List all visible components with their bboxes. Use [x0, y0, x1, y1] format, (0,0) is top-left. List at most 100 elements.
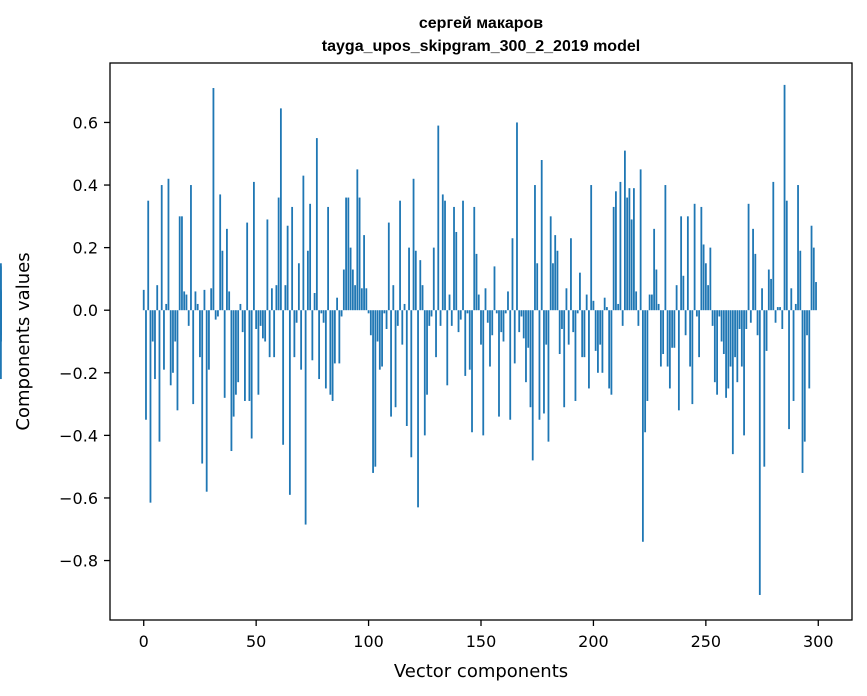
bar-114 — [399, 200, 401, 311]
bar-125 — [423, 310, 426, 436]
bar-86 — [336, 297, 338, 311]
bar-19 — [185, 294, 188, 311]
bar-230 — [659, 310, 662, 367]
bar-92 — [349, 247, 352, 311]
y-tick-label: 0.6 — [73, 113, 98, 132]
bar-173 — [531, 310, 534, 461]
bar-89 — [342, 269, 345, 311]
bar-134 — [444, 200, 446, 311]
bar-274 — [758, 310, 761, 595]
bar-289 — [792, 310, 795, 401]
bar-90 — [345, 197, 347, 311]
x-tick-label: 200 — [578, 632, 609, 651]
bar-192 — [574, 310, 577, 401]
bar-69 — [297, 263, 300, 311]
bar-165 — [513, 310, 516, 364]
bar-115 — [401, 310, 404, 345]
bar-181 — [549, 216, 552, 311]
bar-210 — [615, 191, 617, 311]
bar-231 — [662, 310, 665, 355]
bar-157 — [495, 310, 498, 314]
bar-16 — [178, 216, 181, 311]
bar-207 — [608, 310, 611, 389]
bar-154 — [489, 310, 491, 367]
y-axis-label: Components values — [13, 252, 34, 430]
bar-182 — [552, 263, 554, 311]
bar-77 — [315, 138, 318, 311]
bar-138 — [453, 206, 455, 311]
bar-116 — [403, 303, 406, 311]
bar-29 — [208, 310, 210, 370]
bar-212 — [619, 181, 622, 311]
bar-99 — [365, 288, 368, 311]
x-axis-label: Vector components — [394, 661, 568, 682]
bar-282 — [776, 307, 779, 311]
bar-166 — [516, 122, 518, 311]
bar-246 — [695, 310, 698, 317]
bar-279 — [770, 278, 772, 311]
bar-41 — [235, 310, 237, 395]
bar-10 — [165, 303, 168, 311]
bar-262 — [731, 310, 734, 455]
bar-141 — [459, 310, 462, 320]
bar-195 — [581, 310, 584, 358]
bar-190 — [570, 238, 572, 311]
bar-143 — [464, 310, 467, 376]
bar-175 — [536, 263, 539, 311]
bar-111 — [392, 285, 395, 311]
bar-241 — [684, 310, 687, 336]
bar-153 — [486, 310, 489, 323]
bar-128 — [430, 310, 433, 317]
bar-155 — [491, 310, 494, 336]
bar-104 — [376, 310, 379, 342]
bar-250 — [704, 263, 707, 311]
bar-299 — [815, 282, 817, 311]
bar-120 — [412, 178, 415, 311]
bar-257 — [720, 310, 723, 342]
bar-149 — [477, 294, 480, 311]
bar-285 — [783, 84, 786, 311]
bar-66 — [291, 206, 294, 311]
bar-65 — [288, 310, 291, 495]
bar-23 — [194, 291, 197, 311]
y-tick-label: −0.6 — [59, 489, 98, 508]
bar-42 — [237, 310, 240, 383]
bar-234 — [668, 310, 671, 389]
bar-122 — [417, 310, 419, 508]
bar-76 — [313, 293, 316, 311]
bar-203 — [599, 310, 602, 345]
bar-183 — [554, 235, 557, 311]
bar-256 — [718, 310, 721, 317]
bar-12 — [169, 310, 172, 386]
bar-198 — [588, 310, 590, 389]
bar-49 — [253, 181, 255, 311]
bar-84 — [331, 310, 334, 401]
bar-126 — [426, 310, 428, 395]
bar-275 — [761, 288, 763, 311]
bar-119 — [410, 310, 413, 458]
bar-32 — [214, 310, 217, 320]
bar-277 — [765, 310, 768, 351]
bar-278 — [767, 269, 770, 311]
bar-248 — [700, 206, 703, 311]
bar-189 — [567, 310, 570, 345]
bar-185 — [558, 310, 561, 355]
bar-265 — [738, 310, 741, 329]
bar-39 — [230, 310, 233, 452]
bar-220 — [637, 310, 640, 326]
bar-139 — [455, 231, 458, 311]
bar-164 — [511, 238, 514, 311]
bar-136 — [448, 294, 451, 311]
bar-97 — [360, 288, 363, 311]
bar-132 — [439, 310, 442, 326]
bar-83 — [329, 310, 332, 395]
bar-17 — [181, 216, 183, 311]
bar-25 — [199, 310, 201, 358]
bar-37 — [226, 228, 228, 311]
bar-18 — [183, 291, 186, 311]
bar-204 — [601, 310, 604, 373]
bar-180 — [547, 310, 550, 442]
bar-264 — [736, 310, 739, 383]
x-tick-label: 100 — [353, 632, 384, 651]
bar-272 — [754, 253, 757, 311]
